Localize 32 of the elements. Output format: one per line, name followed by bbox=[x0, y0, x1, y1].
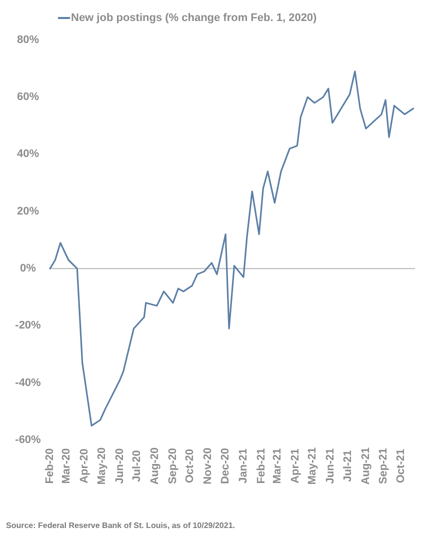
x-tick-label: Jan-21 bbox=[237, 448, 250, 484]
x-tick-label: Jun-20 bbox=[114, 448, 126, 484]
y-tick-label: 20% bbox=[16, 205, 40, 218]
x-tick-label: Jul-21 bbox=[342, 450, 354, 482]
x-tick-label: Mar-20 bbox=[60, 448, 73, 484]
x-tick-label: May-20 bbox=[96, 447, 108, 485]
y-tick-label: 40% bbox=[16, 148, 40, 160]
x-tick-label: Feb-21 bbox=[255, 448, 268, 484]
x-tick-label: Apr-20 bbox=[78, 448, 91, 484]
x-tick-label: Jun-21 bbox=[324, 448, 337, 484]
x-tick-label: May-21 bbox=[306, 447, 319, 485]
x-tick-label: Nov-20 bbox=[202, 448, 214, 484]
x-tick-label: Sep-20 bbox=[166, 448, 179, 484]
x-tick-label: Oct-21 bbox=[395, 448, 408, 484]
source-note: Source: Federal Reserve Bank of St. Louis, as of 10/29/2021. bbox=[6, 521, 235, 530]
x-tick-label: Aug-20 bbox=[149, 447, 162, 485]
x-tick-label: Sep-21 bbox=[378, 448, 390, 484]
line-series bbox=[49, 70, 414, 427]
x-tick-label: Jul-20 bbox=[131, 450, 144, 482]
x-tick-label: Feb-20 bbox=[44, 448, 56, 484]
x-tick-label: Apr-21 bbox=[289, 448, 302, 484]
legend-label: New job postings (% change from Feb. 1, 2020) bbox=[71, 12, 318, 24]
x-tick-label: Aug-21 bbox=[360, 447, 372, 485]
y-tick-label: -40% bbox=[15, 376, 42, 389]
y-tick-label: 60% bbox=[16, 91, 40, 104]
y-tick-label: 80% bbox=[16, 34, 40, 46]
y-tick-label: -20% bbox=[15, 320, 42, 332]
x-tick-label: Dec-20 bbox=[219, 448, 232, 484]
y-tick-label: 0% bbox=[20, 262, 36, 274]
y-tick-label: -60% bbox=[15, 434, 42, 446]
x-tick-label: Mar-21 bbox=[271, 448, 284, 484]
x-tick-label: Oct-20 bbox=[184, 448, 196, 484]
